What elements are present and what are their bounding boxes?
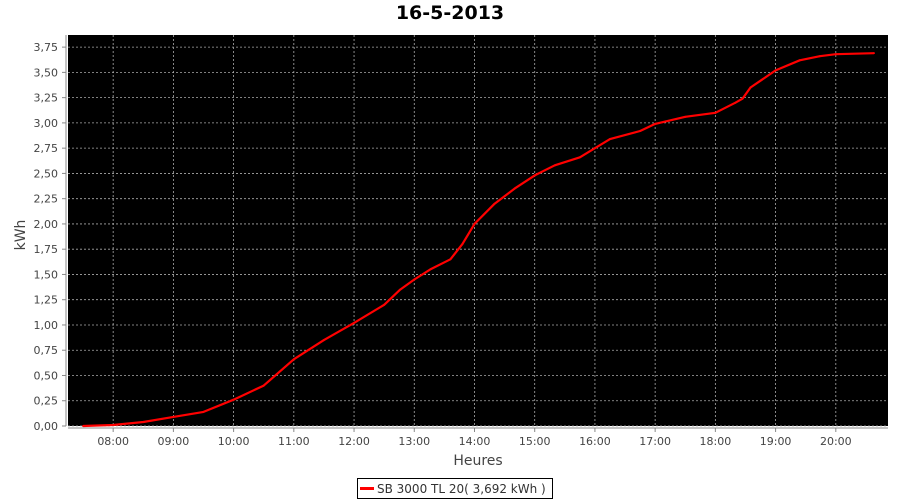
data-point: [714, 111, 717, 114]
data-point: [533, 174, 536, 177]
y-tick-label: 3,75: [34, 41, 59, 54]
x-tick-label: 14:00: [459, 435, 491, 448]
y-tick-label: 3,25: [34, 92, 59, 105]
y-tick-label: 1,75: [34, 243, 59, 256]
x-tick-label: 17:00: [639, 435, 671, 448]
x-tick-label: 19:00: [760, 435, 792, 448]
y-tick-label: 2,00: [34, 218, 59, 231]
y-axis-ticks: 0,00 0,25 0,50 0,75 1,00 1,25 1,50 1,75 2,00 2,25…: [34, 41, 66, 433]
data-point: [353, 321, 356, 324]
data-point: [493, 202, 496, 205]
y-tick-label: 0,50: [34, 369, 59, 382]
legend: SB 3000 TL 20( 3,692 kWh ): [357, 478, 553, 499]
data-point: [774, 69, 777, 72]
data-point: [461, 243, 464, 246]
data-point: [608, 138, 611, 141]
data-point: [399, 288, 402, 291]
x-tick-label: 16:00: [579, 435, 611, 448]
data-point: [654, 122, 657, 125]
legend-swatch: [360, 487, 374, 490]
data-point: [172, 415, 175, 418]
data-point: [429, 268, 432, 271]
x-axis-label: Heures: [453, 453, 502, 469]
data-point: [112, 423, 115, 426]
data-point: [322, 339, 325, 342]
data-point: [872, 52, 875, 55]
y-tick-label: 3,00: [34, 117, 59, 130]
y-tick-label: 0,00: [34, 420, 59, 433]
y-tick-label: 0,75: [34, 344, 59, 357]
x-tick-label: 12:00: [338, 435, 370, 448]
x-tick-label: 13:00: [398, 435, 430, 448]
x-tick-label: 20:00: [820, 435, 852, 448]
x-tick-label: 15:00: [519, 435, 551, 448]
data-point: [473, 222, 476, 225]
y-tick-label: 0,25: [34, 395, 59, 408]
chart-title: 16-5-2013: [395, 2, 505, 24]
data-point: [578, 156, 581, 159]
data-point: [232, 398, 235, 401]
data-point: [142, 420, 145, 423]
data-point: [202, 410, 205, 413]
y-tick-label: 3,50: [34, 66, 59, 79]
data-point: [262, 384, 265, 387]
x-tick-label: 18:00: [700, 435, 732, 448]
series-layer: [82, 52, 875, 428]
y-tick-label: 2,75: [34, 142, 59, 155]
x-tick-label: 08:00: [97, 435, 129, 448]
y-tick-label: 1,00: [34, 319, 59, 332]
data-point: [741, 97, 744, 100]
plot-area: [68, 35, 888, 426]
data-point: [553, 164, 556, 167]
data-point: [449, 258, 452, 261]
series-line: [83, 52, 874, 428]
data-point: [639, 129, 642, 132]
y-tick-label: 2,50: [34, 167, 59, 180]
x-tick-label: 09:00: [158, 435, 190, 448]
data-point: [513, 187, 516, 190]
data-point: [834, 53, 837, 56]
x-tick-label: 11:00: [278, 435, 310, 448]
data-point: [684, 115, 687, 118]
data-point: [749, 86, 752, 89]
data-point: [383, 303, 386, 306]
data-point: [734, 101, 737, 104]
y-tick-label: 2,25: [34, 193, 59, 206]
x-tick-label: 10:00: [218, 435, 250, 448]
y-axis-label: kWh: [13, 220, 29, 251]
data-point: [292, 358, 295, 361]
data-point: [82, 425, 85, 427]
gridlines: [68, 35, 888, 427]
y-tick-label: 1,25: [34, 294, 59, 307]
data-point: [818, 55, 821, 58]
data-point: [593, 147, 596, 150]
data-point: [413, 278, 416, 281]
data-point: [798, 59, 801, 62]
x-axis-ticks: 08:00 09:00 10:00 11:00 12:00 13:00 14:00 15:00…: [97, 428, 852, 448]
legend-label: SB 3000 TL 20( 3,692 kWh ): [377, 481, 546, 496]
y-tick-label: 1,50: [34, 268, 59, 281]
